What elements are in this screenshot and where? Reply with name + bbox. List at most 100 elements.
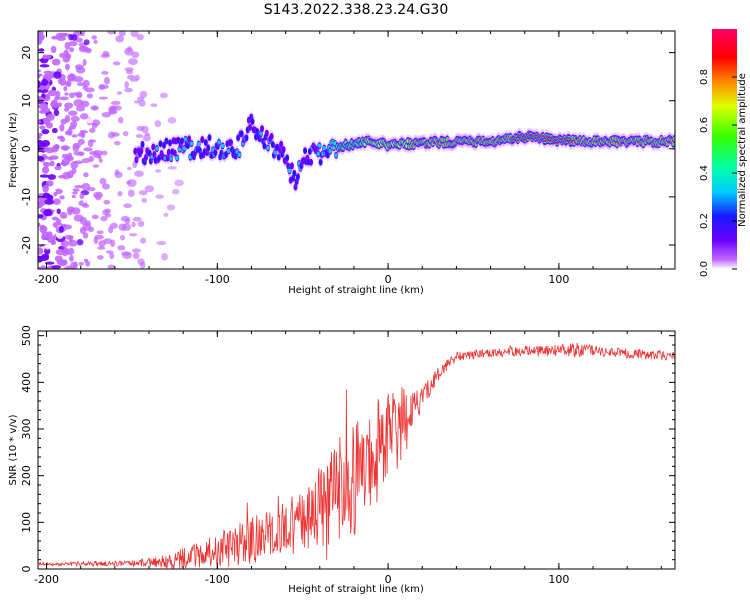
heatmap-cell [152, 152, 157, 157]
heatmap-cell [41, 78, 49, 86]
heatmap-cell [86, 93, 93, 99]
heatmap-cell [64, 102, 74, 109]
heatmap-cell [236, 135, 240, 141]
heatmap-cell [183, 137, 188, 142]
heatmap-cell [68, 41, 78, 47]
heatmap-cell [132, 216, 142, 222]
heatmap-cell [53, 191, 58, 197]
heatmap-cell [175, 104, 180, 110]
heatmap-cell [176, 259, 183, 266]
heatmap-cell [54, 165, 62, 171]
heatmap-cell [51, 145, 59, 153]
heatmap-cell [73, 160, 84, 165]
heatmap-cell [110, 86, 119, 94]
heatmap-cell [65, 63, 70, 71]
heatmap-cell [541, 135, 545, 138]
heatmap-cell [179, 222, 188, 227]
heatmap-cell [39, 174, 50, 178]
heatmap-cell [63, 85, 68, 92]
heatmap-cell [141, 197, 148, 203]
heatmap-cell [181, 190, 188, 198]
heatmap-cell [161, 253, 168, 261]
heatmap-cell [81, 182, 91, 191]
heatmap-cell [164, 130, 175, 134]
heatmap-cell [167, 166, 177, 170]
heatmap-cell [91, 214, 99, 220]
heatmap-cell [118, 31, 126, 37]
heatmap-cell [328, 148, 332, 154]
heatmap-cell [83, 258, 89, 263]
heatmap-cell [43, 70, 52, 74]
heatmap-cell [168, 140, 172, 146]
heatmap-cell [240, 131, 244, 137]
heatmap-cell [134, 157, 139, 162]
heatmap-cell [56, 208, 61, 215]
heatmap-cell [296, 174, 300, 179]
heatmap-cell [59, 96, 69, 101]
y-tick-label: 20 [20, 46, 33, 60]
heatmap-cell [79, 113, 89, 120]
heatmap-cell [174, 179, 184, 187]
heatmap-cell [109, 252, 115, 260]
heatmap-cell [38, 73, 43, 77]
heatmap-cell [136, 96, 145, 101]
heatmap-cell [115, 35, 125, 43]
heatmap-cell [72, 144, 80, 152]
heatmap-cell [150, 103, 158, 108]
heatmap-cell [100, 150, 108, 156]
heatmap-cell [255, 129, 259, 134]
heatmap-cell [285, 155, 289, 161]
heatmap-cell [90, 105, 100, 111]
heatmap-cell [61, 224, 72, 230]
heatmap-cell [261, 139, 265, 144]
heatmap-cell [45, 180, 54, 187]
heatmap-cell [51, 35, 58, 40]
snr-x-axis: -200 -100 0 100 [34, 331, 662, 586]
heatmap-cell [229, 140, 233, 145]
snr-frame [37, 330, 676, 570]
heatmap-cell [138, 99, 146, 107]
heatmap-cell [122, 130, 129, 137]
heatmap-y-label: Frequency (Hz) [8, 112, 19, 188]
heatmap-cell [73, 214, 84, 222]
heatmap-cell [60, 239, 69, 248]
heatmap-cell [271, 142, 275, 147]
heatmap-cell [38, 222, 41, 228]
heatmap-cell [56, 218, 62, 223]
heatmap-cell [303, 148, 307, 153]
heatmap-cell [151, 144, 155, 150]
heatmap-y-axis: -20 -10 0 10 20 [20, 46, 675, 254]
heatmap-cell [97, 246, 106, 250]
heatmap-cell [292, 171, 296, 176]
heatmap-cell [119, 234, 126, 241]
heatmap-cell [98, 96, 109, 100]
heatmap-cell [59, 123, 65, 132]
heatmap-cell [206, 145, 210, 151]
heatmap-cell [38, 214, 44, 219]
heatmap-cell [155, 146, 159, 151]
x-tick-label: 0 [385, 573, 392, 586]
heatmap-cell [166, 155, 170, 161]
heatmap-cell [51, 127, 58, 134]
heatmap-cell [126, 180, 131, 185]
heatmap-cell [105, 155, 113, 163]
heatmap-cell [134, 170, 144, 177]
heatmap-cell [64, 114, 71, 123]
heatmap-cell [75, 66, 86, 74]
colorbar-gradient [712, 29, 737, 269]
heatmap-cell [140, 237, 147, 244]
heatmap-cell [156, 241, 167, 246]
heatmap-cell [69, 47, 75, 53]
heatmap-cell [52, 213, 59, 218]
heatmap-cell [51, 265, 62, 269]
heatmap-cell [41, 54, 52, 60]
heatmap-cell [250, 119, 255, 124]
heatmap-cell [265, 131, 269, 136]
heatmap-cell [76, 82, 85, 87]
heatmap-cell [167, 117, 177, 124]
heatmap-cell [49, 160, 55, 167]
heatmap-cell [187, 136, 191, 142]
heatmap-cell [270, 134, 274, 139]
